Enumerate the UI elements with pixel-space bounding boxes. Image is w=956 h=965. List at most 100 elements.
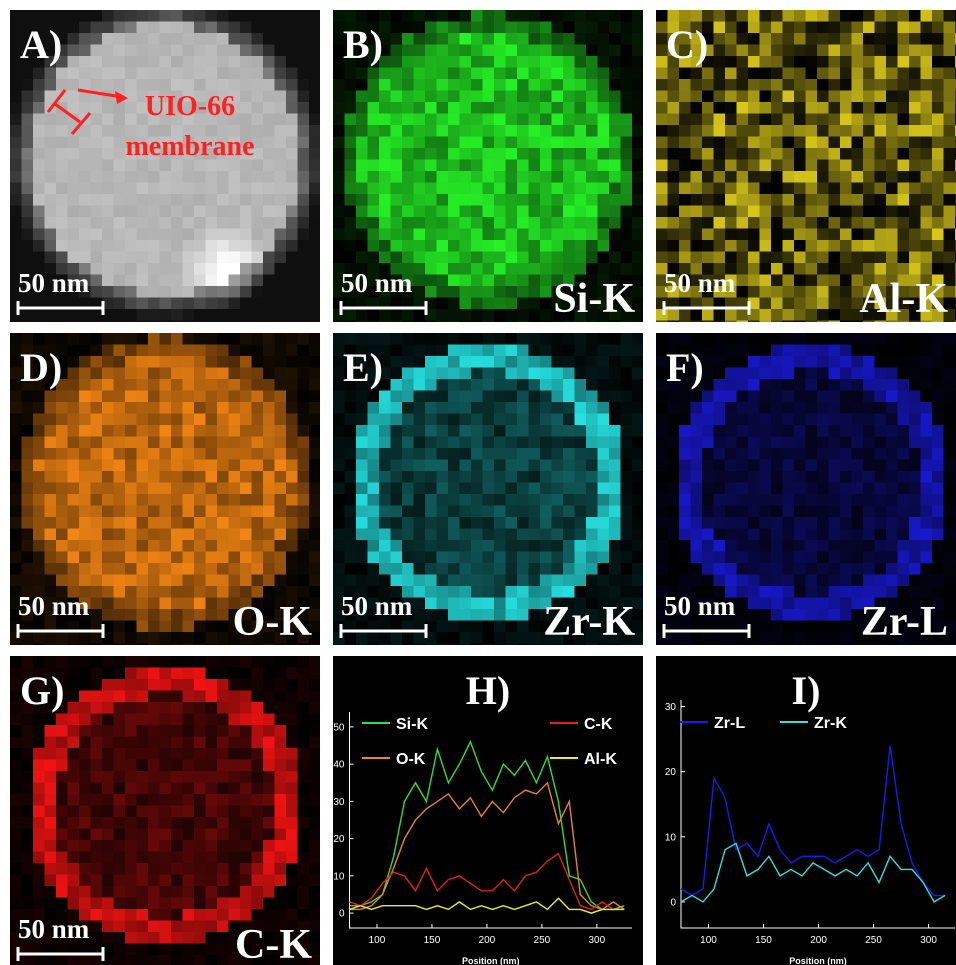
map-pixel <box>909 21 921 34</box>
map-pixel <box>148 817 160 829</box>
map-pixel <box>274 251 287 264</box>
map-pixel <box>44 333 57 345</box>
map-pixel <box>782 632 795 644</box>
map-pixel <box>667 10 680 22</box>
map-pixel <box>482 320 495 322</box>
map-pixel <box>205 320 218 322</box>
map-pixel <box>897 102 910 114</box>
map-pixel <box>679 597 691 610</box>
map-pixel <box>356 551 368 564</box>
map-pixel <box>263 517 275 529</box>
map-pixel <box>10 217 22 229</box>
map-pixel <box>471 56 483 68</box>
map-pixel <box>943 228 956 241</box>
map-pixel <box>886 228 898 241</box>
map-pixel <box>56 805 68 818</box>
map-pixel <box>471 159 483 172</box>
map-pixel <box>620 459 633 472</box>
map-pixel <box>517 379 529 391</box>
map-pixel <box>736 309 749 321</box>
map-pixel <box>90 320 103 322</box>
map-pixel <box>136 425 149 437</box>
map-pixel <box>586 251 598 264</box>
map-pixel <box>551 597 564 610</box>
map-pixel <box>182 333 195 345</box>
map-pixel <box>356 102 368 114</box>
map-pixel <box>597 551 610 564</box>
map-pixel <box>402 643 414 645</box>
map-pixel <box>333 251 345 264</box>
map-pixel <box>67 228 80 241</box>
map-pixel <box>656 205 668 218</box>
map-pixel <box>194 563 206 575</box>
map-pixel <box>620 56 633 68</box>
map-pixel <box>274 79 287 91</box>
panel-label: C) <box>666 22 708 67</box>
map-pixel <box>10 136 22 149</box>
map-pixel <box>356 136 368 149</box>
map-pixel <box>344 643 357 645</box>
map-pixel <box>251 667 264 680</box>
map-pixel <box>125 805 137 818</box>
map-pixel <box>725 286 737 298</box>
map-pixel <box>33 805 45 818</box>
map-pixel <box>436 379 449 391</box>
map-pixel <box>171 413 183 426</box>
map-pixel <box>805 67 818 80</box>
map-pixel <box>713 148 726 160</box>
map-pixel <box>805 632 818 644</box>
map-pixel <box>828 367 841 380</box>
map-pixel <box>771 402 783 414</box>
map-pixel <box>436 333 449 345</box>
map-pixel <box>574 609 587 621</box>
map-pixel <box>713 448 726 460</box>
map-pixel <box>932 56 944 68</box>
map-pixel <box>171 713 183 726</box>
map-pixel <box>805 297 818 310</box>
map-pixel <box>148 748 160 760</box>
map-pixel <box>471 528 483 541</box>
map-pixel <box>102 251 114 264</box>
map-pixel <box>379 413 391 426</box>
map-pixel <box>113 574 126 587</box>
map-pixel <box>897 448 910 460</box>
map-pixel <box>90 759 103 772</box>
map-pixel <box>159 828 172 841</box>
map-pixel <box>748 425 760 437</box>
map-pixel <box>609 448 621 460</box>
map-pixel <box>56 251 68 264</box>
map-pixel <box>413 379 426 391</box>
map-pixel <box>274 217 287 229</box>
map-pixel <box>240 44 252 57</box>
map-pixel <box>679 136 691 149</box>
map-pixel <box>425 297 437 310</box>
map-pixel <box>932 297 944 310</box>
map-pixel <box>563 448 575 460</box>
map-pixel <box>44 240 57 252</box>
map-pixel <box>620 113 633 126</box>
map-pixel <box>379 136 391 149</box>
map-pixel <box>667 413 680 426</box>
map-pixel <box>125 286 137 298</box>
map-pixel <box>667 448 680 460</box>
map-pixel <box>217 436 229 449</box>
map-pixel <box>656 251 668 264</box>
map-pixel <box>274 597 287 610</box>
map-pixel <box>90 679 103 691</box>
map-pixel <box>794 67 806 80</box>
map-pixel <box>436 356 449 368</box>
map-pixel <box>528 297 541 310</box>
map-pixel <box>79 182 91 195</box>
map-pixel <box>205 656 218 668</box>
map-pixel <box>782 540 795 552</box>
map-pixel <box>759 205 772 218</box>
map-pixel <box>344 425 357 437</box>
map-pixel <box>517 21 529 34</box>
map-pixel <box>897 505 910 518</box>
map-pixel <box>632 56 643 68</box>
map-pixel <box>713 159 726 172</box>
map-pixel <box>33 494 45 506</box>
map-pixel <box>828 90 841 103</box>
map-pixel <box>528 217 541 229</box>
map-pixel <box>182 494 195 506</box>
